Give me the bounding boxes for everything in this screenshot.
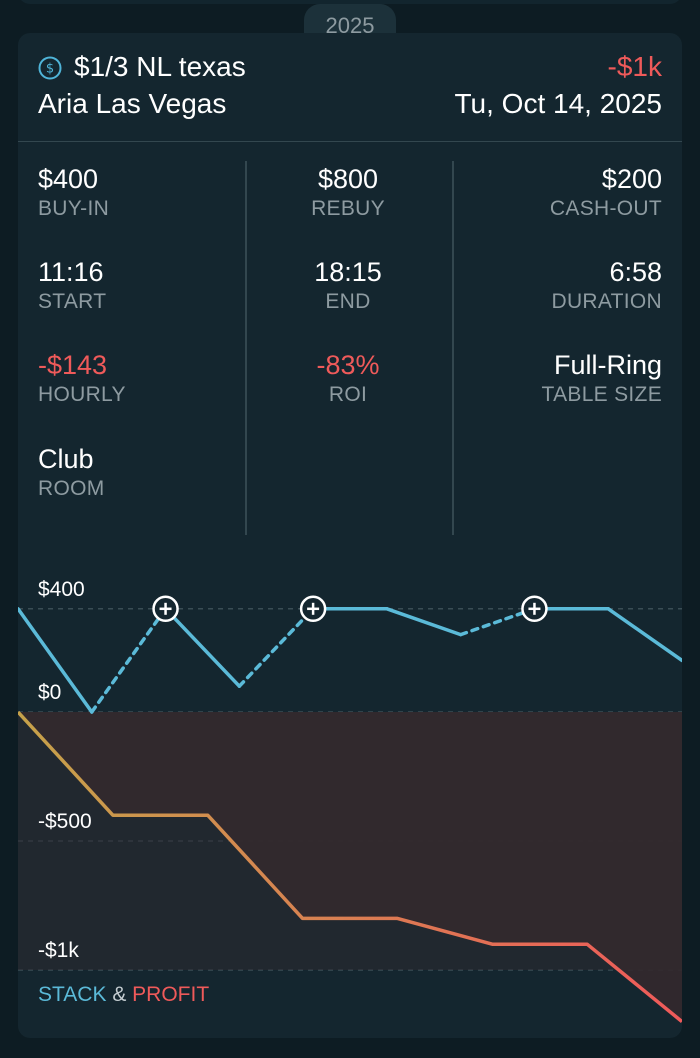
- end-value: 18:15: [314, 257, 382, 287]
- y-tick-label: -$500: [38, 810, 92, 833]
- y-tick-label: -$1k: [38, 939, 79, 962]
- rebuy-value: $800: [317, 164, 379, 194]
- game-title: $1/3 NL texas: [74, 51, 246, 82]
- table-size-label: TABLE SIZE: [541, 383, 662, 406]
- room-value: Club: [38, 444, 94, 474]
- column-divider: [452, 161, 454, 535]
- stat-buy-in: $400 BUY-IN: [38, 163, 109, 223]
- session-card[interactable]: $ $1/3 NL texas Aria Las Vegas -$1k Tu, …: [18, 33, 682, 1038]
- hourly-value: -$143: [38, 350, 108, 380]
- venue-name: Aria Las Vegas: [38, 88, 227, 119]
- stack-segment: [18, 607, 94, 714]
- legend-separator: &: [112, 983, 127, 1006]
- stat-room: Club ROOM: [38, 443, 105, 503]
- stack-rebuy-segment: [90, 607, 168, 714]
- stack-segment: [385, 607, 463, 637]
- stat-duration: 6:58 DURATION: [551, 256, 662, 316]
- column-divider: [245, 161, 247, 535]
- chart-legend: STACK & PROFIT: [38, 983, 209, 1007]
- table-size-value: Full-Ring: [553, 350, 662, 380]
- stat-roi: -83% ROI: [248, 349, 448, 409]
- session-header: $ $1/3 NL texas Aria Las Vegas -$1k Tu, …: [18, 33, 682, 141]
- rebuy-label: REBUY: [311, 197, 385, 220]
- roi-label: ROI: [328, 383, 368, 406]
- session-date: Tu, Oct 14, 2025: [454, 88, 662, 119]
- room-label: ROOM: [38, 477, 105, 500]
- stat-start: 11:16 START: [38, 256, 106, 316]
- roi-value: -83%: [316, 350, 380, 380]
- stat-hourly: -$143 HOURLY: [38, 349, 126, 409]
- stack-profit-chart: [18, 595, 682, 1023]
- stat-end: 18:15 END: [248, 256, 448, 316]
- previous-session-card[interactable]: [18, 0, 682, 4]
- stack-segment: [606, 607, 682, 663]
- header-divider: [18, 141, 682, 142]
- duration-value: 6:58: [609, 257, 662, 287]
- stat-cash-out: $200 CASH-OUT: [550, 163, 662, 223]
- start-value: 11:16: [38, 257, 104, 287]
- cash-out-label: CASH-OUT: [549, 197, 662, 220]
- cash-out-value: $200: [601, 164, 662, 194]
- buy-in-label: BUY-IN: [38, 197, 110, 220]
- start-label: START: [38, 290, 107, 313]
- y-tick-label: $400: [38, 577, 85, 601]
- buy-in-value: $400: [38, 164, 99, 194]
- stack-segment: [163, 607, 242, 688]
- stack-rebuy-segment: [237, 607, 315, 688]
- dollar-coin-icon: $: [38, 56, 62, 80]
- end-label: END: [325, 290, 371, 313]
- duration-label: DURATION: [551, 290, 662, 313]
- hourly-label: HOURLY: [38, 383, 126, 406]
- legend-stack: STACK: [38, 983, 107, 1006]
- stat-table-size: Full-Ring TABLE SIZE: [542, 349, 662, 409]
- svg-text:$: $: [46, 62, 54, 77]
- stat-rebuy: $800 REBUY: [248, 163, 448, 223]
- legend-profit: PROFIT: [132, 983, 210, 1006]
- profit-line: [18, 710, 682, 1023]
- session-result: -$1k: [607, 51, 662, 82]
- y-tick-label: $0: [38, 681, 62, 704]
